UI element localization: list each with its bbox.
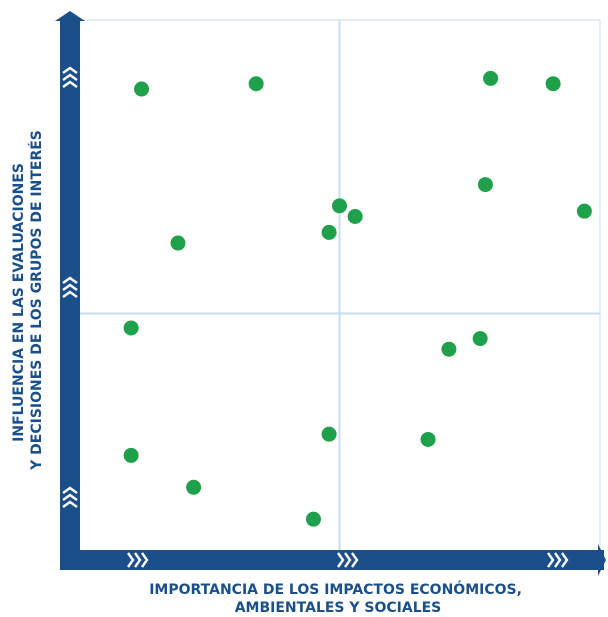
- data-point: [441, 341, 457, 357]
- chevron-right-icon: [127, 552, 135, 568]
- x-axis-title: IMPORTANCIA DE LOS IMPACTOS ECONÓMICOS, …: [149, 580, 527, 616]
- chevron-up-icon: [62, 283, 78, 291]
- data-point: [248, 76, 264, 92]
- chevron-right-icon: [561, 552, 569, 568]
- data-point: [332, 198, 347, 214]
- chevron-right-icon: [351, 552, 359, 568]
- data-point: [483, 70, 499, 86]
- data-point: [347, 208, 363, 224]
- x-axis-arrowhead: [598, 544, 606, 576]
- chevron-up-icon: [62, 66, 78, 74]
- chevron-right-icon: [344, 552, 352, 568]
- x-axis-chevrons-icon: [127, 552, 149, 568]
- y-axis-chevrons-icon: [62, 276, 78, 298]
- data-point: [134, 81, 150, 97]
- chevron-up-icon: [62, 290, 78, 298]
- y-axis-title-line-2: Y DECISIONES DE LOS GRUPOS DE INTERÉS: [28, 130, 45, 471]
- chevron-up-icon: [62, 500, 78, 508]
- chevron-up-icon: [62, 73, 78, 81]
- chevron-right-icon: [554, 552, 562, 568]
- data-point: [186, 479, 202, 495]
- data-point: [477, 177, 493, 193]
- data-point: [576, 203, 592, 219]
- data-points: [123, 70, 592, 527]
- data-point: [472, 331, 488, 347]
- y-axis-title-line-1: INFLUENCIA EN LAS EVALUACIONES: [11, 163, 27, 442]
- data-point: [321, 426, 337, 442]
- y-axis-bar: [60, 20, 80, 570]
- data-point: [420, 431, 436, 447]
- chevron-up-icon: [62, 486, 78, 494]
- data-point: [545, 76, 561, 92]
- data-point: [170, 235, 186, 251]
- chevron-up-icon: [62, 493, 78, 501]
- y-axis-title: INFLUENCIA EN LAS EVALUACIONES Y DECISIO…: [11, 130, 45, 471]
- quadrant-grid: [79, 19, 601, 551]
- x-axis-title-line-2: AMBIENTALES Y SOCIALES: [235, 600, 442, 616]
- chevron-right-icon: [134, 552, 142, 568]
- data-point: [321, 224, 337, 240]
- chevron-right-icon: [547, 552, 555, 568]
- chevron-up-icon: [62, 276, 78, 284]
- chevron-up-icon: [62, 80, 78, 88]
- y-axis-chevrons-icon: [62, 66, 78, 88]
- data-point: [123, 447, 139, 463]
- data-point: [305, 511, 321, 527]
- x-axis-title-line-1: IMPORTANCIA DE LOS IMPACTOS ECONÓMICOS,: [149, 580, 522, 598]
- y-axis-arrowhead: [55, 11, 85, 21]
- x-axis-chevrons-icon: [547, 552, 569, 568]
- y-axis-chevrons-icon: [62, 486, 78, 508]
- x-axis-bar: [60, 550, 604, 570]
- axes: [55, 11, 606, 576]
- x-axis-chevrons-icon: [337, 552, 359, 568]
- data-point: [123, 320, 139, 336]
- chevron-right-icon: [337, 552, 345, 568]
- chevron-right-icon: [141, 552, 149, 568]
